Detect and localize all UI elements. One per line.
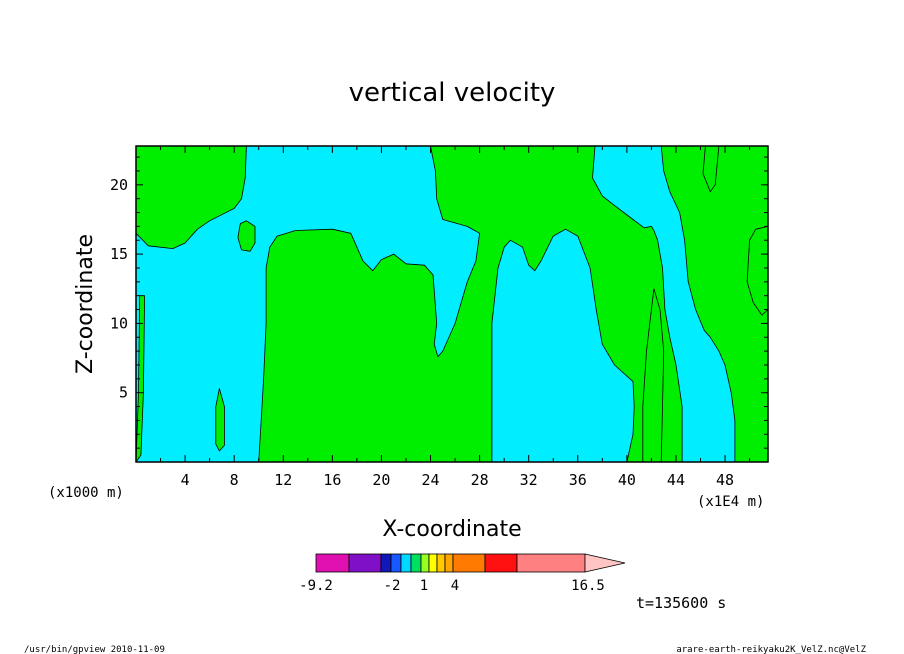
contour-region-positive-5 bbox=[215, 388, 225, 452]
y-axis-label: Z-coordinate bbox=[73, 234, 98, 374]
colorbar-arrow bbox=[584, 553, 626, 573]
colorbar-segment bbox=[452, 553, 486, 573]
contour-region-negative-1 bbox=[135, 145, 481, 463]
x-axis-ticks: 4 8 12 16 20 24 28 32 36 40 44 48 bbox=[160, 146, 751, 489]
colorbar bbox=[315, 553, 626, 573]
y-tick-label: 5 bbox=[119, 384, 128, 402]
colorbar-tick-label: -9.2 bbox=[299, 578, 333, 594]
contour-region-positive-9 bbox=[746, 225, 769, 316]
x-tick-label: 44 bbox=[667, 471, 685, 489]
colorbar-tick-label: -2 bbox=[384, 578, 401, 594]
y-tick-label: 10 bbox=[110, 314, 128, 332]
colorbar-segment bbox=[516, 553, 586, 573]
colorbar-tick-label: 4 bbox=[451, 578, 459, 594]
colorbar-tick-labels: -9.2 -2 1 4 16.5 bbox=[299, 578, 605, 594]
x-tick-label: 16 bbox=[323, 471, 341, 489]
contour-region-positive-7 bbox=[642, 288, 665, 463]
contour-regions bbox=[135, 145, 769, 463]
x-tick-label: 24 bbox=[421, 471, 439, 489]
colorbar-segment bbox=[348, 553, 382, 573]
x-axis-label: X-coordinate bbox=[382, 517, 521, 542]
y-tick-label: 15 bbox=[110, 245, 128, 263]
colorbar-segment bbox=[484, 553, 518, 573]
colorbar-segment bbox=[444, 553, 454, 573]
contour-region-positive-6 bbox=[237, 220, 256, 252]
contour-region-negative-2 bbox=[491, 228, 635, 463]
x-tick-label: 40 bbox=[618, 471, 636, 489]
footer-right-text: arare-earth-reikyaku2K_VelZ.nc@VelZ bbox=[676, 645, 866, 654]
time-label: t=135600 s bbox=[636, 594, 726, 612]
colorbar-segment bbox=[410, 553, 422, 573]
x-tick-label: 4 bbox=[181, 471, 190, 489]
colorbar-segment bbox=[380, 553, 392, 573]
colorbar-segment bbox=[315, 553, 350, 573]
colorbar-tick-label: 1 bbox=[420, 578, 428, 594]
x-tick-label: 48 bbox=[716, 471, 734, 489]
colorbar-segment bbox=[436, 553, 446, 573]
plot-area bbox=[135, 145, 769, 463]
x-tick-label: 36 bbox=[569, 471, 587, 489]
y-axis-ticks: 5 10 15 20 bbox=[110, 156, 768, 449]
x-tick-label: 28 bbox=[471, 471, 489, 489]
colorbar-segment bbox=[428, 553, 438, 573]
x-unit-right-label: (x1E4 m) bbox=[697, 494, 764, 510]
chart-title: vertical velocity bbox=[349, 78, 556, 108]
x-tick-label: 12 bbox=[274, 471, 292, 489]
colorbar-segment bbox=[390, 553, 402, 573]
y-tick-label: 20 bbox=[110, 176, 128, 194]
colorbar-segment bbox=[400, 553, 412, 573]
x-unit-left-label: (x1000 m) bbox=[48, 485, 124, 501]
colorbar-tick-label: 16.5 bbox=[571, 578, 605, 594]
x-tick-label: 32 bbox=[520, 471, 538, 489]
footer-left-text: /usr/bin/gpview 2010-11-09 bbox=[24, 645, 165, 654]
plot-frame bbox=[135, 145, 769, 463]
x-tick-label: 8 bbox=[230, 471, 239, 489]
colorbar-segment bbox=[420, 553, 430, 573]
x-tick-label: 20 bbox=[372, 471, 390, 489]
